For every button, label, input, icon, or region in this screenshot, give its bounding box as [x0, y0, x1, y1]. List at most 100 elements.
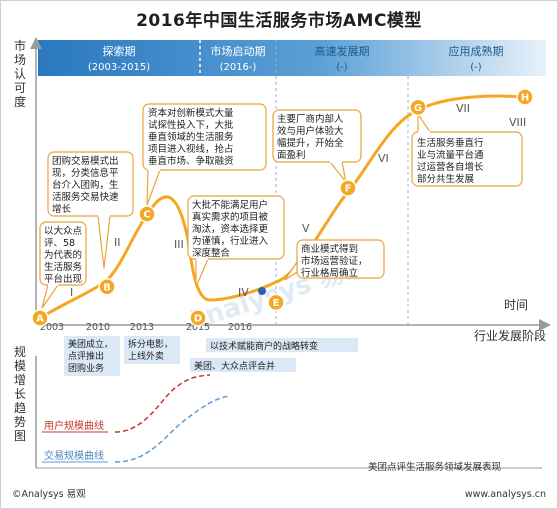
year-ticks: 2003 2010 2013 2015 2016	[40, 322, 252, 333]
callout-C: 资本对创新模式大量 试探性投入下，大批 垂直领域的生活服务 项目进入视线，抢占 …	[142, 103, 267, 206]
point-marker-d	[189, 309, 207, 327]
footer-caption: 美团点评生活服务领域发展表现	[368, 461, 502, 473]
stage-label: VIII	[509, 116, 526, 129]
svg-text:认: 认	[14, 67, 26, 81]
callout-F: 主要厂商内部人 效与用户体验大 幅提升，开始全 面盈利	[272, 109, 362, 183]
chart-title: 2016年中国生活服务市场AMC模型	[136, 11, 422, 31]
callout-E: 商业模式得到 市场运营验证， 行业格局确立	[284, 239, 385, 281]
point-marker-f	[339, 179, 357, 197]
stage-label: IV	[238, 286, 249, 299]
svg-text:效与用户体验大: 效与用户体验大	[277, 125, 344, 137]
transaction-scale-curve	[114, 395, 231, 463]
svg-text:淘汰，资本选择更: 淘汰，资本选择更	[192, 223, 269, 235]
year-label: 2010	[86, 322, 110, 333]
callout-A: 以大众点 评、58 为代表的 生活服务 平台出现	[39, 221, 87, 309]
phase-name: 应用成熟期	[449, 44, 504, 58]
event-e3: 以技术赋能商户的战略转变	[206, 338, 358, 352]
year-label: 2016	[228, 322, 252, 333]
year-label: 2015	[186, 322, 210, 333]
callout-G: 生活服务垂直行 业与流量平台通 过运营各自增长 部分共生发展	[411, 112, 523, 187]
point-label-g: G	[414, 103, 422, 114]
point-label-d: D	[194, 314, 202, 325]
point-label-e: E	[273, 298, 280, 309]
svg-text:台介入团购，生: 台介入团购，生	[52, 179, 119, 191]
amc-curve	[39, 94, 526, 320]
svg-text:美团、大众点评合并: 美团、大众点评合并	[194, 360, 275, 372]
svg-text:试探性投入下，大批: 试探性投入下，大批	[148, 119, 234, 131]
stage-label: II	[114, 236, 121, 249]
svg-text:幅提升，开始全: 幅提升，开始全	[277, 137, 344, 149]
stage-numerals: I II III IV V VI VII VIII	[70, 102, 526, 299]
svg-text:规: 规	[14, 344, 26, 359]
svg-text:项目进入视线，抢占: 项目进入视线，抢占	[148, 143, 234, 155]
stage-label: I	[70, 286, 73, 299]
phase-name: 市场启动期	[211, 44, 266, 58]
y-axis-label: 市 场 认 可 度	[14, 38, 26, 109]
point-marker-e	[267, 293, 285, 312]
point-marker-b	[98, 278, 116, 296]
svg-text:可: 可	[14, 81, 26, 95]
svg-text:场: 场	[14, 53, 26, 67]
phase-range: (2016-)	[220, 62, 257, 73]
svg-text:面盈利: 面盈利	[277, 149, 306, 161]
svg-text:垂直市场、争取融资: 垂直市场、争取融资	[148, 155, 234, 167]
phase-name: 探索期	[103, 44, 136, 58]
svg-text:团购业务: 团购业务	[68, 362, 104, 374]
svg-text:趋: 趋	[14, 401, 26, 415]
user-curve-label: 用户规模曲线	[44, 419, 104, 432]
callout-D: 大批不能满足用户 真实需求的项目被 淘汰，资本选择更 为谨慎，行业进入 深度整合	[187, 195, 285, 288]
event-e2: 拆分电影， 上线外卖	[124, 336, 180, 364]
svg-text:度: 度	[14, 94, 26, 109]
point-marker-c	[138, 205, 156, 223]
svg-text:为代表的: 为代表的	[44, 249, 82, 261]
svg-text:拆分电影，: 拆分电影，	[128, 338, 173, 350]
time-label: 时间	[504, 298, 528, 312]
point-label-f: F	[345, 184, 352, 195]
callout-B: 团购交易模式出 现，分类信息平 台介入团购，生 活服务交易快速 增长	[47, 151, 134, 269]
point-marker-h	[516, 88, 534, 106]
svg-text:现，分类信息平: 现，分类信息平	[52, 167, 119, 179]
svg-text:模: 模	[14, 359, 26, 373]
year-label: 2013	[130, 322, 154, 333]
point-marker-a	[31, 309, 49, 327]
svg-text:市: 市	[14, 38, 26, 53]
user-scale-curve	[114, 374, 211, 433]
svg-text:图: 图	[14, 429, 26, 443]
footer-url: www.analysys.cn	[465, 489, 546, 500]
point-label-a: A	[36, 314, 44, 325]
svg-text:增长: 增长	[52, 203, 72, 215]
x-axis-label: 行业发展阶段	[474, 328, 546, 343]
svg-text:市场运营验证，: 市场运营验证，	[301, 255, 368, 267]
svg-text:长: 长	[14, 387, 26, 401]
svg-text:点评推出: 点评推出	[68, 350, 104, 362]
svg-text:上线外卖: 上线外卖	[128, 350, 164, 362]
event-e1: 美团成立， 点评推出 团购业务	[64, 336, 120, 376]
svg-text:平台出现: 平台出现	[44, 273, 83, 285]
svg-text:行业格局确立: 行业格局确立	[301, 267, 358, 279]
svg-text:以技术赋能商户的战略转变: 以技术赋能商户的战略转变	[210, 340, 318, 352]
phase-range: (-)	[470, 62, 482, 73]
svg-text:主要厂商内部人: 主要厂商内部人	[277, 113, 344, 125]
svg-text:生活服务: 生活服务	[44, 261, 83, 273]
current-position-marker	[258, 287, 266, 295]
svg-text:商业模式得到: 商业模式得到	[301, 243, 358, 255]
point-label-b: B	[103, 282, 111, 293]
svg-text:以大众点: 以大众点	[44, 225, 83, 237]
point-label-h: H	[521, 93, 529, 104]
stage-label: VI	[378, 152, 389, 165]
stage-label: III	[174, 238, 184, 251]
svg-text:团购交易模式出: 团购交易模式出	[52, 155, 119, 167]
svg-text:大批不能满足用户: 大批不能满足用户	[192, 199, 268, 211]
svg-text:资本对创新模式大量: 资本对创新模式大量	[148, 107, 234, 119]
phase-range: (2003-2015)	[88, 62, 150, 73]
transaction-curve-label: 交易规模曲线	[44, 449, 104, 462]
scale-y-label: 规 模 增 长 趋 势 图	[14, 344, 26, 443]
point-markers: A B C D E F G H	[31, 88, 534, 327]
svg-text:增: 增	[14, 373, 26, 387]
svg-text:活服务交易快速: 活服务交易快速	[52, 191, 119, 203]
svg-text:为谨慎，行业进入: 为谨慎，行业进入	[192, 235, 269, 247]
svg-text:深度整合: 深度整合	[192, 247, 231, 259]
svg-text:真实需求的项目被: 真实需求的项目被	[192, 211, 269, 223]
phase-band	[38, 40, 546, 76]
svg-text:垂直领域的生活服务: 垂直领域的生活服务	[148, 131, 234, 143]
